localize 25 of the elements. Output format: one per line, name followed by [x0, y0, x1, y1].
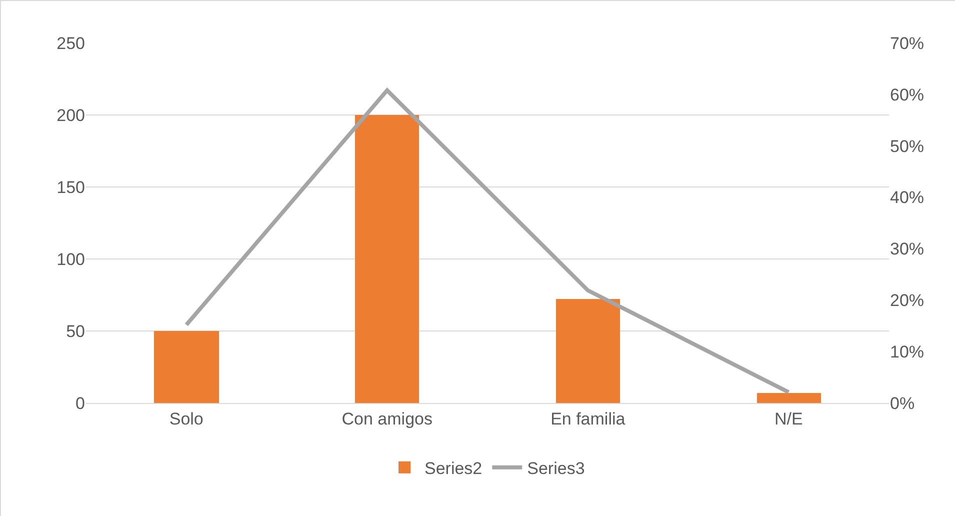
y2-tick-label: 20%: [890, 291, 924, 310]
y2-tick-label: 50%: [890, 136, 924, 156]
legend-label: Series2: [424, 458, 482, 478]
x-tick-label: Con amigos: [342, 409, 432, 428]
y-tick-label: 150: [56, 178, 85, 197]
y2-tick-label: 40%: [890, 188, 924, 208]
x-tick-label: En familia: [550, 409, 626, 428]
y-tick-label: 100: [56, 250, 85, 269]
legend-label: Series3: [527, 458, 585, 478]
bar: [355, 115, 419, 403]
y-tick-label: 50: [66, 322, 85, 341]
y2-tick-label: 60%: [890, 85, 924, 104]
y2-tick-label: 10%: [890, 342, 924, 362]
bar: [556, 299, 620, 403]
bar: [154, 331, 219, 403]
y2-tick-label: 70%: [890, 34, 924, 53]
bar: [757, 393, 821, 403]
x-tick-label: Solo: [169, 409, 204, 428]
y2-tick-label: 30%: [890, 240, 924, 259]
y-tick-label: 250: [56, 34, 85, 53]
x-tick-label: N/E: [774, 409, 803, 428]
line-series: [184, 88, 791, 394]
y2-tick-label: 0%: [890, 394, 915, 413]
y-tick-label: 0: [76, 394, 85, 413]
y-tick-label: 200: [56, 106, 85, 125]
